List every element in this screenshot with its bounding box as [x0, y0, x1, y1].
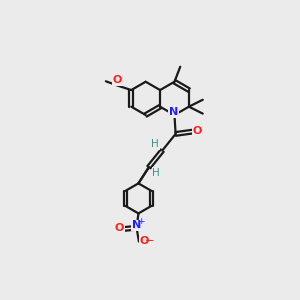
Text: O: O: [115, 224, 124, 233]
Text: −: −: [145, 236, 155, 246]
Text: H: H: [152, 168, 160, 178]
Text: O: O: [139, 236, 149, 246]
Text: N: N: [169, 107, 178, 117]
Text: H: H: [152, 139, 159, 149]
Text: O: O: [112, 75, 122, 85]
Text: O: O: [193, 126, 202, 136]
Text: N: N: [131, 220, 141, 230]
Text: +: +: [137, 217, 145, 226]
